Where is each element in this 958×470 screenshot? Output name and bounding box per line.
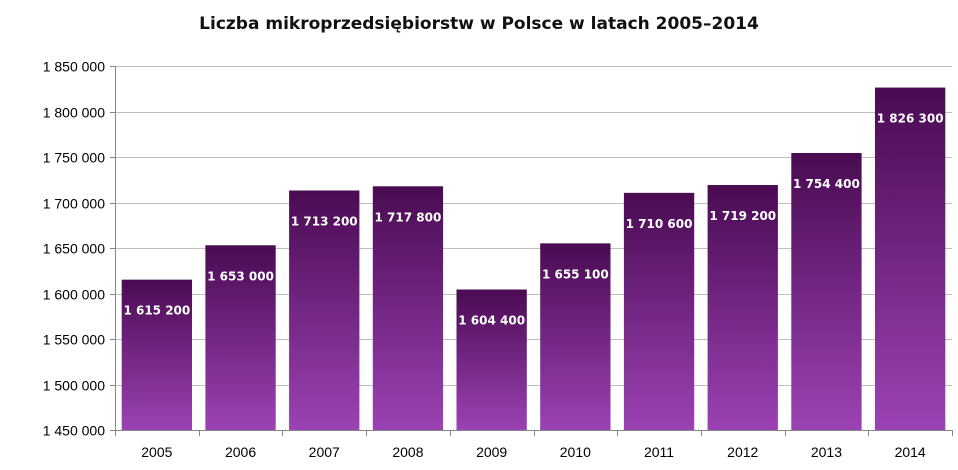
bar-value-label: 1 717 800 (375, 210, 442, 224)
bar-value-label: 1 713 200 (291, 214, 358, 228)
bar (623, 192, 695, 430)
bar-value-label: 1 655 100 (542, 267, 609, 281)
x-tick-label: 2009 (476, 444, 507, 460)
bar (540, 243, 611, 430)
x-tick-label: 2007 (309, 444, 340, 460)
bar (791, 152, 862, 430)
bar-value-label: 1 719 200 (709, 209, 776, 223)
chart-title: Liczba mikroprzedsiębiorstw w Polsce w l… (199, 14, 759, 34)
bar (874, 87, 946, 430)
y-tick-label: 1 650 000 (43, 241, 105, 257)
x-tick-label: 2008 (392, 444, 423, 460)
bar-value-label: 1 653 000 (207, 269, 274, 283)
bars: 1 615 200 1 653 000 1 713 200 1 717 800 1 60… (121, 87, 946, 430)
bar-value-label: 1 615 200 (123, 304, 190, 318)
x-axis: 2005 2006 2007 2008 2009 2010 2011 2012 2013 2014 (115, 430, 953, 460)
bar (121, 279, 193, 430)
x-tick-label: 2010 (560, 444, 591, 460)
y-tick-label: 1 550 000 (43, 332, 105, 348)
bar (205, 245, 276, 430)
x-tick-label: 2006 (225, 444, 256, 460)
x-tick-label: 2014 (895, 444, 926, 460)
y-tick-label: 1 850 000 (43, 59, 105, 75)
x-tick-label: 2013 (811, 444, 842, 460)
y-tick-label: 1 700 000 (43, 196, 105, 212)
bar (456, 289, 527, 430)
y-tick-label: 1 750 000 (43, 150, 105, 166)
y-tick-label: 1 600 000 (43, 287, 105, 303)
y-tick-label: 1 500 000 (43, 378, 105, 394)
bar-value-label: 1 604 400 (458, 313, 525, 327)
y-tick-label: 1 450 000 (43, 423, 105, 439)
x-tick-label: 2011 (644, 444, 674, 460)
bar (372, 186, 444, 430)
bar-value-label: 1 826 300 (877, 112, 944, 126)
bar-value-label: 1 754 400 (793, 177, 860, 191)
x-tick-label: 2005 (141, 444, 172, 460)
y-axis: 1 450 000 1 500 000 1 550 000 1 600 000 1 65… (43, 59, 116, 439)
y-tick-label: 1 800 000 (43, 105, 105, 121)
bar (289, 190, 360, 430)
bar-value-label: 1 710 600 (626, 217, 693, 231)
bar (707, 185, 778, 430)
x-tick-label: 2012 (727, 444, 758, 460)
